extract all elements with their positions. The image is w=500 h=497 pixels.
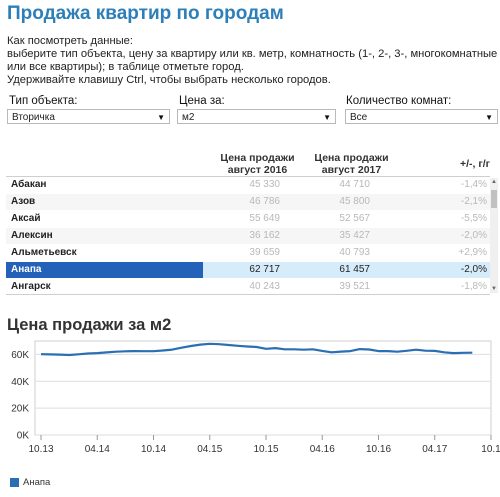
price-2017: 52 567 [339, 213, 370, 224]
city-name: Азов [11, 196, 36, 207]
price-change: +2,9% [458, 247, 487, 258]
x-tick-label: 10.16 [366, 444, 391, 455]
city-name: Алексин [11, 230, 53, 241]
price-2016: 39 659 [249, 247, 280, 258]
price-2016: 36 162 [249, 230, 280, 241]
x-tick-label: 04.17 [422, 444, 447, 455]
price-change: -1,8% [460, 281, 487, 292]
instruction-line: выберите тип объекта, цену за квартиру и… [7, 48, 498, 60]
x-tick-label: 04.14 [85, 444, 110, 455]
price-2017: 45 800 [339, 196, 370, 207]
y-tick-label: 0K [17, 431, 30, 442]
price-2016: 55 649 [249, 213, 280, 224]
table-row[interactable]: Ангарск 40 243 39 521 -1,8% [6, 279, 490, 293]
scroll-down-icon[interactable]: ▼ [491, 286, 497, 292]
price-2016: 46 786 [249, 196, 280, 207]
price-2016: 62 717 [249, 264, 280, 275]
price-for-select[interactable]: м2 ▼ [177, 109, 336, 124]
instructions: Как посмотреть данные: выберите тип объе… [7, 35, 497, 87]
price-2017: 35 427 [339, 230, 370, 241]
price-for-value: м2 [182, 112, 195, 123]
legend-label: Анапа [23, 477, 51, 488]
plot-frame [34, 340, 492, 436]
dropdown-arrow-icon: ▼ [485, 113, 493, 122]
x-tick-label: 10.14 [141, 444, 166, 455]
table-row-selected[interactable]: Анапа 62 717 61 457 -2,0% [6, 262, 490, 278]
scroll-up-icon[interactable]: ▲ [491, 179, 497, 185]
price-2017: 39 521 [339, 281, 370, 292]
table-bottom-divider [6, 294, 490, 295]
dropdown-arrow-icon: ▼ [157, 113, 165, 122]
page-title: Продажа квартир по городам [7, 3, 284, 24]
city-name: Аксай [11, 213, 41, 224]
object-type-value: Вторичка [12, 112, 55, 123]
dropdown-arrow-icon: ▼ [323, 113, 331, 122]
price-change: -2,0% [460, 230, 487, 241]
y-tick-label: 40K [11, 377, 29, 388]
instruction-line: Удерживайте клавишу Ctrl, чтобы выбрать … [7, 74, 331, 86]
header-change[interactable]: +/-, г/г [459, 158, 490, 170]
instruction-line: или все квартиры); в таблице отметьте го… [7, 61, 244, 73]
series-line-anapa[interactable] [40, 342, 473, 357]
object-type-select[interactable]: Вторичка ▼ [7, 109, 170, 124]
table-header-divider [6, 176, 490, 177]
object-type-label: Тип объекта: [9, 95, 78, 107]
x-tick-label: 10.1 [481, 444, 500, 455]
legend-swatch [10, 477, 19, 487]
city-name: Абакан [11, 179, 47, 190]
instruction-line: Как посмотреть данные: [7, 35, 134, 47]
price-change: -1,4% [460, 179, 487, 190]
table-row[interactable]: Аксай 55 649 52 567 -5,5% [6, 211, 490, 227]
price-line-chart: 0K 20K 40K 60K 10.13 04.14 10.14 04.15 10.15 04.1… [11, 340, 500, 455]
chart-title: Цена продажи за м2 [7, 316, 172, 334]
city-name: Альметьевск [11, 247, 77, 258]
price-2016: 40 243 [249, 281, 280, 292]
price-2016: 45 330 [249, 179, 280, 190]
city-name: Ангарск [11, 281, 51, 292]
selected-highlight [6, 262, 203, 278]
x-tick-label: 10.13 [28, 444, 53, 455]
price-change: -2,0% [460, 264, 487, 275]
table-row[interactable]: Азов 46 786 45 800 -2,1% [6, 194, 490, 210]
header-price-2016[interactable]: Цена продажи август 2016 [220, 152, 295, 176]
rooms-label: Количество комнат: [346, 95, 452, 107]
y-tick-label: 60K [11, 350, 29, 361]
table-row[interactable]: Абакан 45 330 44 710 -1,4% [6, 177, 490, 193]
scrollbar-thumb[interactable] [491, 190, 497, 208]
rooms-value: Все [350, 112, 368, 123]
x-tick-label: 04.16 [310, 444, 335, 455]
price-2017: 61 457 [339, 264, 370, 275]
price-for-label: Цена за: [179, 95, 225, 107]
y-tick-label: 20K [11, 404, 29, 415]
price-change: -2,1% [460, 196, 487, 207]
chart-legend: Анапа [10, 477, 50, 488]
price-2017: 40 793 [339, 247, 370, 258]
rooms-select[interactable]: Все ▼ [345, 109, 498, 124]
header-price-2017[interactable]: Цена продажи август 2017 [314, 152, 389, 176]
table-row[interactable]: Альметьевск 39 659 40 793 +2,9% [6, 245, 490, 261]
city-name: Анапа [11, 264, 42, 275]
table-row[interactable]: Алексин 36 162 35 427 -2,0% [6, 228, 490, 244]
table-scrollbar[interactable]: ▲ ▼ [490, 178, 498, 293]
x-tick-label: 04.15 [197, 444, 222, 455]
x-tick-label: 10.15 [253, 444, 278, 455]
price-change: -5,5% [460, 213, 487, 224]
price-2017: 44 710 [339, 179, 370, 190]
